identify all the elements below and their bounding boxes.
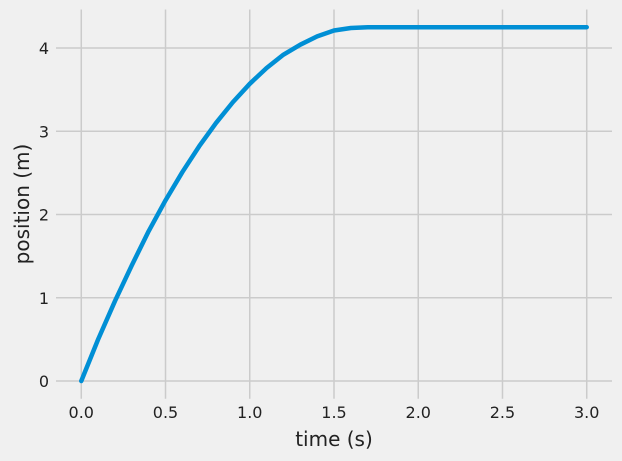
data-line [79, 24, 589, 384]
x-tick-label: 3.0 [574, 403, 599, 422]
x-tick-label: 1.0 [237, 403, 262, 422]
x-tick-label: 1.5 [321, 403, 346, 422]
x-tick-label: 2.5 [490, 403, 515, 422]
x-tick-label: 0.5 [153, 403, 178, 422]
x-tick-label: 2.0 [406, 403, 431, 422]
y-axis-label: position (m) [10, 144, 34, 265]
y-tick-label: 3 [39, 122, 49, 141]
y-tick-label: 0 [39, 372, 49, 391]
y-tick-label: 2 [39, 206, 49, 225]
x-tick-label: 0.0 [69, 403, 94, 422]
y-tick-label: 4 [39, 39, 49, 58]
y-tick-label: 1 [39, 289, 49, 308]
x-axis-label: time (s) [295, 427, 373, 451]
